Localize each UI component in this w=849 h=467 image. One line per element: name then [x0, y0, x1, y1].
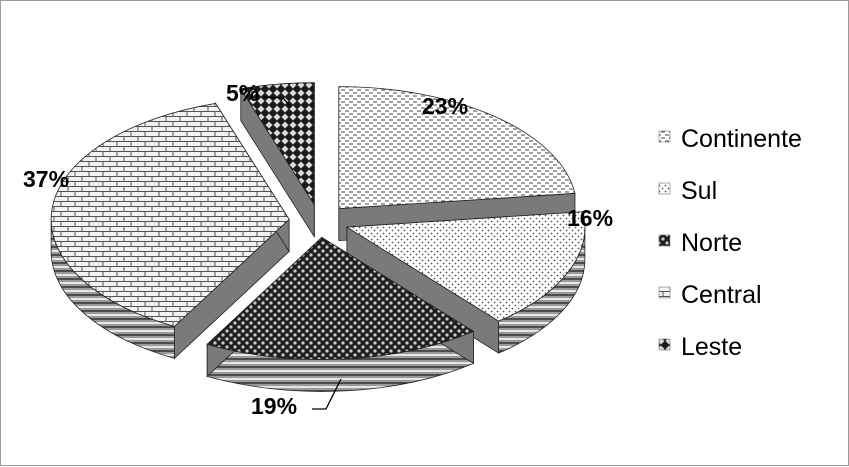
legend-swatch-norte [658, 234, 671, 247]
leader-line-norte [312, 378, 342, 410]
legend: Continente Sul Norte Central Leste [658, 125, 802, 361]
legend-item-central: Central [658, 281, 762, 309]
slice-top-central [50, 102, 290, 327]
slice-top-norte [206, 236, 475, 360]
slice-top-continente [338, 86, 576, 210]
slice-top-sul [345, 211, 586, 322]
legend-label-sul: Sul [681, 177, 717, 205]
legend-label-continente: Continente [681, 125, 802, 153]
legend-label-norte: Norte [681, 229, 742, 257]
legend-item-sul: Sul [658, 177, 717, 205]
data-label-sul: 16% [567, 205, 613, 231]
labels-layer: 5% 23% 16% 19% 37% [23, 80, 613, 419]
data-label-norte: 19% [251, 393, 297, 419]
legend-item-leste: Leste [658, 333, 742, 361]
legend-label-central: Central [681, 281, 762, 309]
legend-item-norte: Norte [658, 229, 742, 257]
slices-layer [50, 82, 586, 392]
data-label-continente: 23% [422, 93, 468, 119]
slice-leste [240, 82, 315, 239]
data-label-leste: 5% [226, 80, 259, 106]
slice-top-leste [240, 82, 315, 207]
legend-item-continente: Continente [658, 125, 802, 153]
legend-swatch-continente [658, 130, 671, 143]
slice-norte [206, 236, 475, 392]
data-label-central: 37% [23, 166, 69, 192]
legend-swatch-leste [658, 338, 671, 351]
slice-central [50, 102, 290, 360]
legend-label-leste: Leste [681, 333, 742, 361]
slice-sul [345, 211, 586, 354]
leader-line-leste [262, 96, 292, 108]
legend-swatch-central [658, 286, 671, 299]
legend-swatch-sul [658, 182, 671, 195]
